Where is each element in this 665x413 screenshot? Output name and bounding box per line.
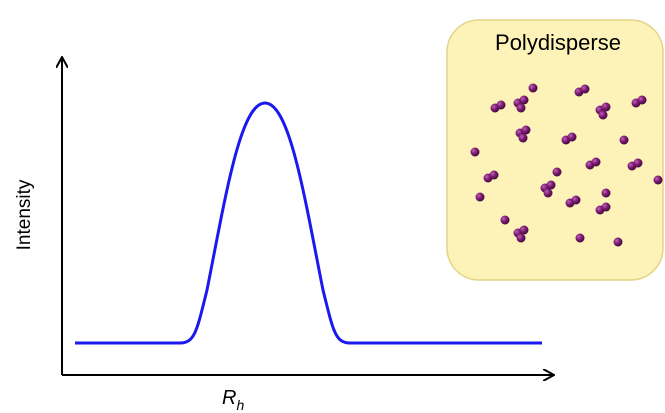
particle [637,95,647,105]
particle [601,102,611,112]
particle [580,84,590,94]
curve [75,101,542,345]
particle [619,135,629,145]
particle [543,188,553,198]
particles [470,83,663,247]
particle [571,195,581,205]
particle [500,215,510,225]
particle [516,233,526,243]
x-label-sub: h [236,397,244,413]
particle [496,100,506,110]
particle [613,237,623,247]
particle [633,158,643,168]
particle [567,132,577,142]
particle [521,125,531,135]
particle [591,157,601,167]
x-label-main: R [222,387,236,409]
particle [575,233,585,243]
particle [475,192,485,202]
particle [598,110,608,120]
particle [519,95,529,105]
particle [552,167,562,177]
particle [528,83,538,93]
particle [518,133,528,143]
particle [516,103,526,113]
y-axis-label: Intensity [14,179,35,250]
panel-title: Polydisperse [495,30,621,55]
particle [470,147,480,157]
particle [653,175,663,185]
particle [489,170,499,180]
x-axis-label: Rh [222,387,244,413]
panel-box [446,19,664,281]
particle [519,225,529,235]
particle [546,180,556,190]
particle [601,202,611,212]
particle [601,188,611,198]
